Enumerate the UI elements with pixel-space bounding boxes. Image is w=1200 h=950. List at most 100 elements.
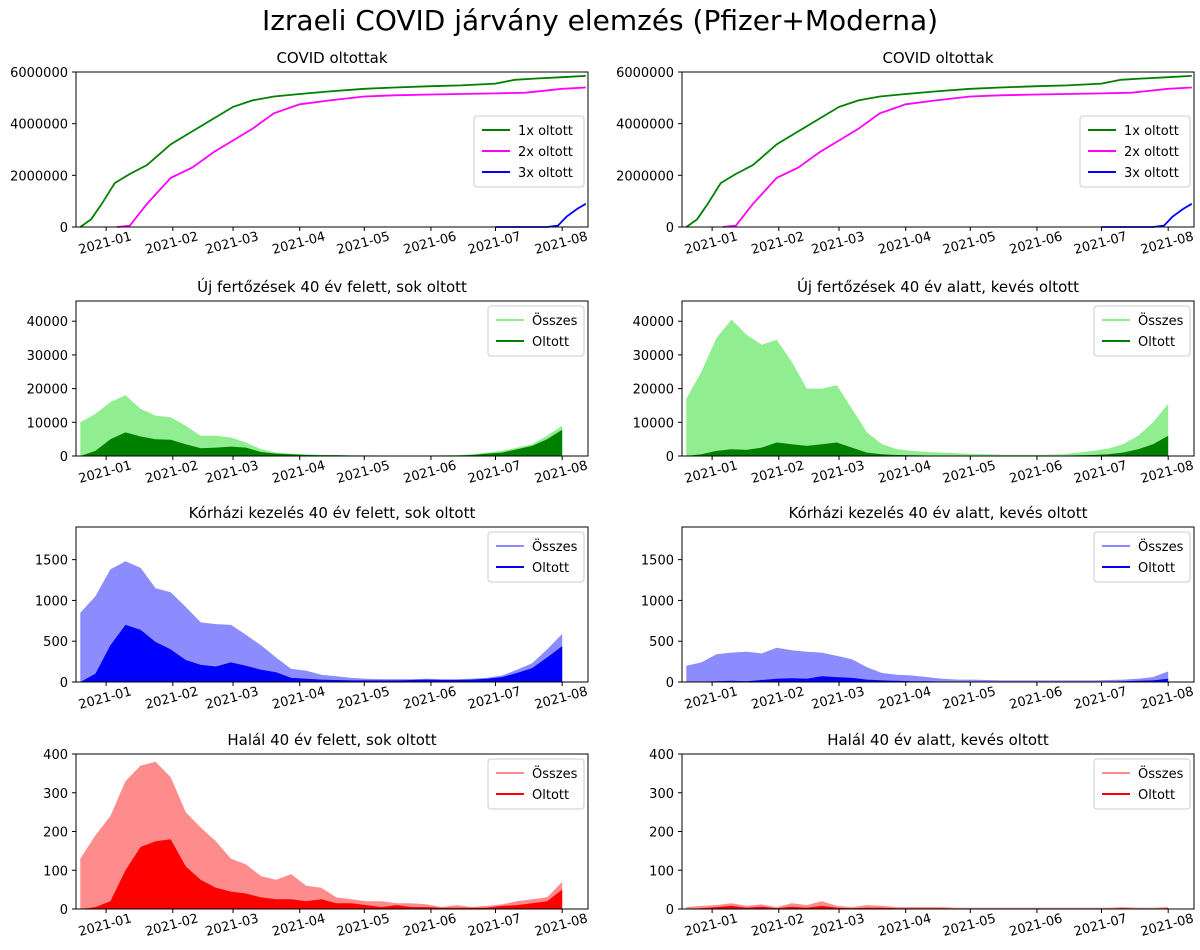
x-tick-label: 2021-04 [877, 684, 933, 713]
y-tick-label: 1500 [35, 554, 68, 569]
x-tick-label: 2021-02 [750, 458, 806, 487]
x-tick-label: 2021-08 [1139, 229, 1195, 258]
x-tick-label: 2021-05 [335, 911, 391, 940]
series-area-0 [686, 901, 1169, 909]
series-area-0 [686, 319, 1169, 456]
series-line-0 [79, 75, 586, 228]
x-tick-label: 2021-06 [402, 911, 458, 940]
x-tick-label: 2021-01 [683, 458, 739, 487]
legend: Összes Oltott [487, 758, 585, 810]
legend-label: Oltott [1138, 788, 1175, 803]
axes-frame [681, 526, 1195, 683]
y-tick-label: 6000000 [10, 66, 68, 81]
legend-label: Összes [1138, 765, 1184, 782]
y-tick-label: 200 [649, 826, 674, 841]
x-tick-label: 2021-03 [810, 684, 866, 713]
y-tick-label: 40000 [27, 315, 68, 330]
x-tick-label: 2021-02 [750, 229, 806, 258]
chart-title: COVID oltottak [276, 49, 387, 67]
y-tick-label: 500 [43, 635, 68, 650]
y-tick-label: 2000000 [10, 169, 68, 184]
x-tick-label: 2021-02 [144, 911, 200, 940]
x-tick-label: 2021-05 [335, 229, 391, 258]
series-line-1 [722, 86, 1192, 228]
x-tick-label: 2021-02 [144, 229, 200, 258]
y-tick-label: 1000 [35, 594, 68, 609]
series-area-1 [686, 676, 1169, 682]
legend-box [473, 115, 585, 188]
series-line-2 [1101, 203, 1193, 228]
y-tick-label: 0 [60, 221, 68, 236]
x-tick-label: 2021-04 [877, 911, 933, 940]
series-area-1 [80, 624, 563, 682]
x-tick-label: 2021-01 [683, 229, 739, 258]
y-tick-label: 0 [666, 450, 674, 465]
chart-panel-vacc_left: COVID oltottak 0 2000000 4000000 6000000 2021… [10, 49, 589, 258]
y-tick-label: 0 [60, 676, 68, 691]
y-tick-label: 30000 [633, 349, 674, 364]
legend-label: Oltott [532, 788, 569, 803]
chart-panel-death_under40: Halál 40 év alatt, kevés oltott 0 100 200 30… [649, 731, 1195, 940]
x-tick-label: 2021-04 [271, 229, 327, 258]
series-line-2 [495, 203, 587, 228]
series-area-0 [80, 761, 563, 909]
y-tick-label: 0 [666, 903, 674, 918]
series-area-0 [80, 395, 563, 456]
x-tick-label: 2021-05 [335, 684, 391, 713]
y-tick-label: 400 [649, 748, 674, 763]
y-tick-label: 0 [60, 903, 68, 918]
axes-frame [75, 526, 589, 683]
series-area-1 [80, 429, 563, 456]
y-tick-label: 10000 [633, 416, 674, 431]
x-tick-label: 2021-06 [402, 458, 458, 487]
x-tick-label: 2021-01 [683, 911, 739, 940]
chart-title: Halál 40 év alatt, kevés oltott [827, 731, 1049, 749]
y-tick-label: 30000 [27, 349, 68, 364]
series-line-0 [685, 75, 1192, 228]
chart-panel-hosp_under40: Kórházi kezelés 40 év alatt, kevés oltot… [641, 504, 1196, 713]
legend-label: Összes [532, 312, 578, 329]
x-tick-label: 2021-01 [77, 458, 133, 487]
y-tick-label: 6000000 [616, 66, 674, 81]
y-tick-label: 500 [649, 635, 674, 650]
series-area-1 [686, 905, 1169, 909]
y-tick-label: 1500 [641, 554, 674, 569]
figure-title: Izraeli COVID járvány elemzés (Pfizer+Mo… [262, 4, 938, 37]
x-tick-label: 2021-06 [1008, 911, 1064, 940]
x-tick-label: 2021-07 [466, 684, 522, 713]
y-tick-label: 2000000 [616, 169, 674, 184]
legend-label: Összes [1138, 312, 1184, 329]
x-tick-label: 2021-06 [402, 229, 458, 258]
y-tick-label: 20000 [27, 383, 68, 398]
x-tick-label: 2021-08 [1139, 911, 1195, 940]
x-tick-label: 2021-05 [941, 911, 997, 940]
chart-title: Kórházi kezelés 40 év felett, sok oltott [189, 504, 476, 522]
x-tick-label: 2021-02 [144, 458, 200, 487]
legend-box [487, 531, 585, 583]
legend-label: Oltott [532, 335, 569, 350]
x-tick-label: 2021-06 [402, 684, 458, 713]
legend-label: Oltott [1138, 561, 1175, 576]
y-tick-label: 100 [649, 864, 674, 879]
legend: Összes Oltott [487, 305, 585, 357]
x-tick-label: 2021-07 [1072, 911, 1128, 940]
legend-label: Összes [532, 538, 578, 555]
legend: Összes Oltott [487, 531, 585, 583]
x-tick-label: 2021-07 [1072, 684, 1128, 713]
axes-frame [681, 71, 1195, 228]
axes-frame [75, 300, 589, 457]
chart-title: COVID oltottak [882, 49, 993, 67]
x-tick-label: 2021-04 [271, 684, 327, 713]
legend: Összes Oltott [1093, 531, 1191, 583]
x-tick-label: 2021-02 [750, 684, 806, 713]
y-tick-label: 300 [43, 787, 68, 802]
y-tick-label: 0 [60, 450, 68, 465]
legend-box [487, 305, 585, 357]
axes-frame [681, 300, 1195, 457]
y-tick-label: 4000000 [10, 118, 68, 133]
x-tick-label: 2021-03 [204, 458, 260, 487]
x-tick-label: 2021-08 [1139, 684, 1195, 713]
x-tick-label: 2021-04 [271, 911, 327, 940]
chart-title: Kórházi kezelés 40 év alatt, kevés oltot… [789, 504, 1088, 522]
